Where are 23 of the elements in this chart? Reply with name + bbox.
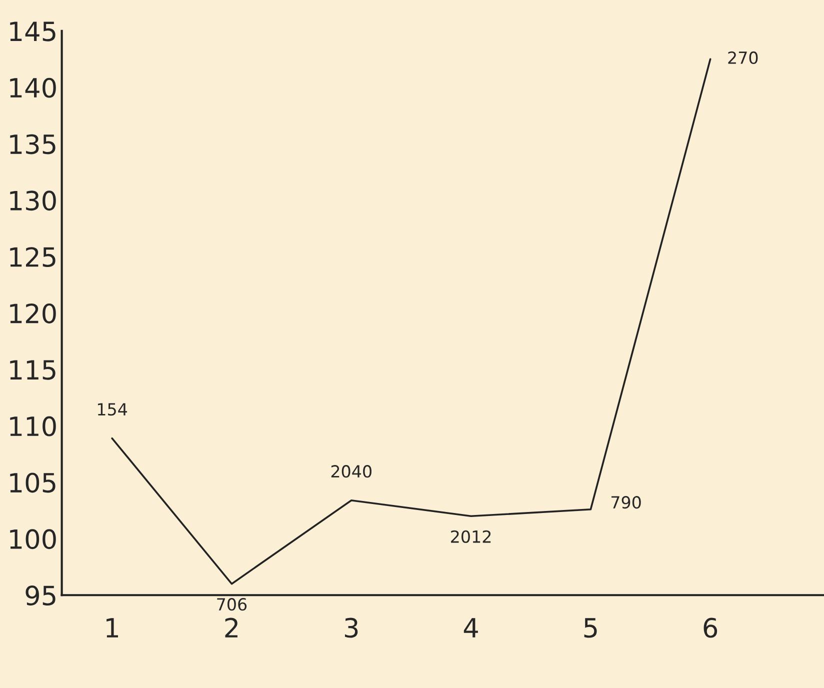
y-tick-label: 130 xyxy=(10,190,56,211)
x-tick-label: 4 xyxy=(464,618,478,638)
y-tick-label: 120 xyxy=(10,303,56,324)
annotation: 706 xyxy=(217,598,247,611)
annotation: 2012 xyxy=(451,530,491,543)
y-tick-label: 95 xyxy=(26,586,56,606)
y-tick-label: 135 xyxy=(10,134,56,154)
y-tick-label: 125 xyxy=(10,247,56,268)
annotation: 2040 xyxy=(331,465,372,478)
annotation: 154 xyxy=(98,403,128,416)
y-tick-label: 110 xyxy=(10,416,56,436)
x-tick-label: 1 xyxy=(106,618,118,638)
y-tick-label: 115 xyxy=(10,360,56,380)
x-tick-label: 6 xyxy=(704,618,718,638)
x-tick-label: 3 xyxy=(344,618,358,638)
x-tick-label: 5 xyxy=(584,618,597,638)
y-tick-label: 140 xyxy=(10,78,56,98)
x-tick-label: 2 xyxy=(225,618,238,638)
annotation: 790 xyxy=(611,496,641,509)
y-tick-label: 105 xyxy=(10,472,56,493)
annotation: 270 xyxy=(728,51,758,64)
y-tick-label: 100 xyxy=(10,529,56,550)
y-tick-label: 145 xyxy=(10,22,56,42)
